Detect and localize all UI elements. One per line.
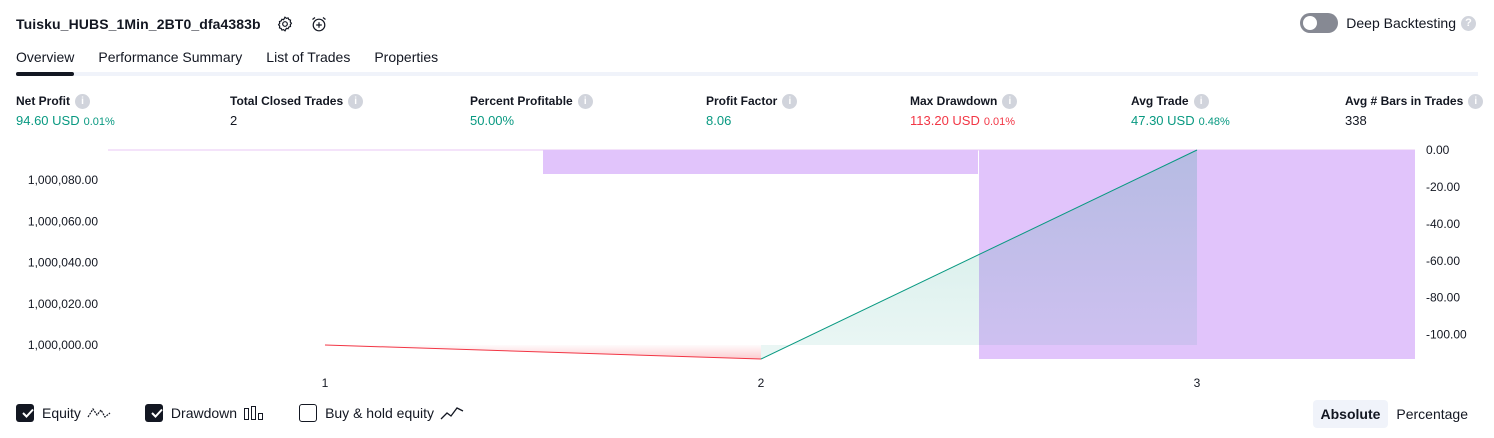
metric-value: 8.06 — [706, 113, 732, 128]
legend-buy-hold-equity[interactable]: Buy & hold equity — [299, 404, 464, 422]
equity-line-segment — [324, 344, 762, 360]
chart-legend: Equity Drawdown Buy & hold equity — [16, 404, 498, 422]
equity-chart: 1,000,000.00 1,000,020.00 1,000,040.00 1,00… — [28, 143, 1467, 390]
x-axis-tick-label: 3 — [1194, 376, 1201, 390]
metric-label: Percent Profitable — [470, 94, 573, 108]
left-axis-tick-label: 1,000,060.00 — [28, 214, 98, 228]
legend-drawdown[interactable]: Drawdown — [144, 404, 265, 422]
metric-value: 94.60 USD — [16, 113, 80, 128]
alarm-add-icon[interactable] — [309, 14, 329, 34]
left-axis-tick-label: 1,000,040.00 — [28, 256, 98, 270]
tab-properties[interactable]: Properties — [374, 49, 439, 65]
metric-label: Net Profit — [16, 94, 70, 108]
help-icon[interactable]: ? — [1461, 15, 1476, 31]
legend-drawdown-label: Drawdown — [170, 405, 238, 421]
x-axis-tick-label: 1 — [322, 376, 329, 390]
right-axis-tick-label: -40.00 — [1426, 217, 1460, 231]
metric-value: 50.00% — [470, 113, 515, 128]
info-icon[interactable]: i — [1193, 93, 1209, 109]
metric-value: 338 — [1345, 113, 1367, 128]
strategy-header: Tuisku_HUBS_1Min_2BT0_dfa4383b — [16, 12, 329, 36]
checkbox-checked-icon[interactable] — [16, 404, 34, 422]
metric-percent-profitable: Percent Profitable i 50.00% — [470, 93, 593, 129]
left-axis-tick-label: 1,000,080.00 — [28, 173, 98, 187]
equity-line-segment — [760, 149, 1198, 360]
info-icon[interactable]: i — [782, 93, 798, 109]
strategy-title: Tuisku_HUBS_1Min_2BT0_dfa4383b — [16, 16, 261, 32]
metric-percent: 0.01% — [83, 116, 115, 128]
buy-hold-line-icon — [440, 407, 464, 420]
metric-label: Avg Trade — [1131, 94, 1189, 108]
equity-line-icon — [87, 407, 111, 418]
settings-icon[interactable] — [275, 14, 295, 34]
legend-buy-hold-label: Buy & hold equity — [325, 405, 435, 421]
right-axis-tick-label: -80.00 — [1426, 291, 1460, 305]
mode-absolute-button[interactable]: Absolute — [1312, 400, 1389, 428]
metric-avg-trade: Avg Trade i 47.30 USD 0.48% — [1131, 93, 1230, 129]
value-mode-switch: Absolute Percentage — [1312, 400, 1477, 428]
tab-list-of-trades[interactable]: List of Trades — [266, 49, 351, 65]
mode-percentage-button[interactable]: Percentage — [1396, 406, 1468, 422]
metric-label: Profit Factor — [706, 94, 778, 108]
legend-equity-label: Equity — [42, 405, 81, 421]
metric-total-closed-trades: Total Closed Trades i 2 — [230, 93, 364, 129]
legend-equity[interactable]: Equity — [16, 404, 111, 422]
tab-performance-summary[interactable]: Performance Summary — [98, 49, 243, 65]
right-axis-tick-label: -100.00 — [1426, 328, 1467, 342]
checkbox-unchecked-icon[interactable] — [299, 404, 318, 422]
right-axis-tick-label: -60.00 — [1426, 254, 1460, 268]
metric-percent: 0.48% — [1198, 116, 1230, 128]
drawdown-bar — [543, 150, 978, 175]
info-icon[interactable]: i — [1002, 93, 1018, 109]
metric-value: 2 — [230, 113, 238, 128]
metric-label: Max Drawdown — [910, 94, 998, 108]
metric-value: 47.30 USD — [1131, 113, 1195, 128]
info-icon[interactable]: i — [75, 93, 90, 109]
checkbox-checked-icon[interactable] — [144, 404, 163, 422]
metric-avg-bars-in-trades: Avg # Bars in Trades i 338 — [1345, 93, 1484, 129]
left-axis-tick-label: 1,000,020.00 — [28, 297, 98, 311]
metric-net-profit: Net Profit i 94.60 USD 0.01% — [16, 93, 115, 129]
deep-backtesting-label: Deep Backtesting — [1346, 15, 1456, 31]
metric-max-drawdown: Max Drawdown i 113.20 USD 0.01% — [910, 93, 1018, 129]
metric-percent: 0.01% — [983, 116, 1016, 128]
metric-profit-factor: Profit Factor i 8.06 — [706, 93, 798, 129]
info-icon[interactable]: i — [577, 93, 593, 109]
left-axis-tick-label: 1,000,000.00 — [28, 338, 98, 352]
drawdown-bars-icon — [244, 406, 264, 420]
tab-bar: Overview Performance Summary List of Tra… — [16, 46, 1478, 76]
metric-label: Avg # Bars in Trades — [1345, 94, 1464, 108]
metric-label: Total Closed Trades — [230, 94, 344, 108]
right-axis-tick-label: -20.00 — [1426, 180, 1460, 194]
info-icon[interactable]: i — [1468, 93, 1484, 109]
tab-overview[interactable]: Overview — [16, 46, 75, 76]
deep-backtesting: Deep Backtesting ? — [1300, 13, 1476, 33]
right-axis-tick-label: 0.00 — [1426, 143, 1450, 157]
x-axis-tick-label: 2 — [758, 376, 765, 390]
info-icon[interactable]: i — [348, 93, 364, 109]
metric-value: 113.20 USD — [910, 113, 980, 128]
deep-backtesting-toggle[interactable] — [1300, 13, 1339, 33]
